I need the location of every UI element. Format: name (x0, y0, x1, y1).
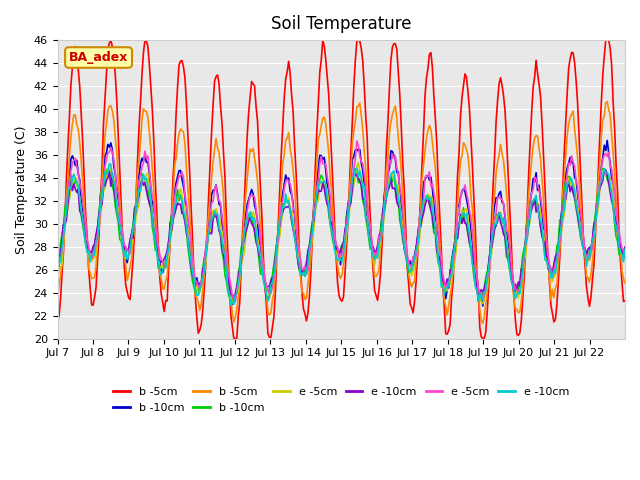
Legend: b -5cm, b -10cm, b -5cm, b -10cm, e -5cm, e -10cm, e -5cm, e -10cm: b -5cm, b -10cm, b -5cm, b -10cm, e -5cm… (109, 383, 574, 417)
Y-axis label: Soil Temperature (C): Soil Temperature (C) (15, 125, 28, 253)
Title: Soil Temperature: Soil Temperature (271, 15, 412, 33)
Text: BA_adex: BA_adex (69, 51, 128, 64)
